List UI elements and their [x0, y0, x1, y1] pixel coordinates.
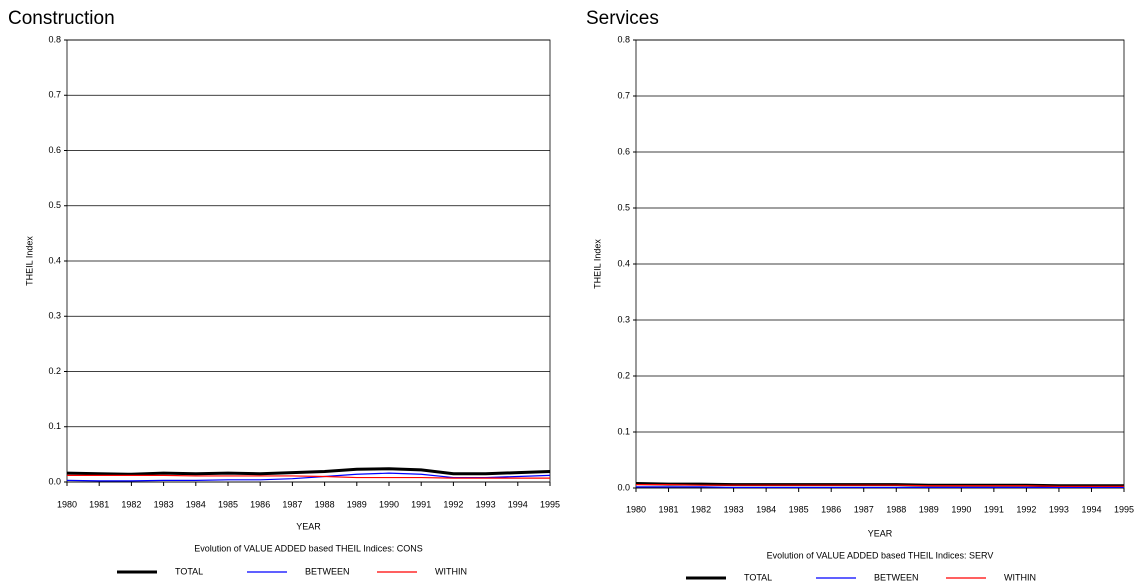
- y-tick-label: 0.1: [617, 426, 630, 436]
- x-tick-label: 1987: [282, 499, 302, 509]
- y-tick-label: 0.0: [48, 476, 61, 486]
- x-tick-label: 1984: [186, 499, 206, 509]
- y-axis-label: THEIL Index: [592, 239, 602, 289]
- y-tick-label: 0.1: [48, 421, 61, 431]
- x-tick-label: 1995: [540, 499, 560, 509]
- y-tick-label: 0.8: [617, 34, 630, 44]
- x-tick-label: 1993: [476, 499, 496, 509]
- x-tick-label: 1995: [1114, 504, 1134, 514]
- y-tick-label: 0.6: [48, 145, 61, 155]
- x-tick-label: 1982: [691, 504, 711, 514]
- x-tick-label: 1992: [1016, 504, 1036, 514]
- y-tick-label: 0.2: [48, 366, 61, 376]
- y-tick-label: 0.7: [48, 90, 61, 100]
- x-tick-label: 1991: [411, 499, 431, 509]
- x-tick-label: 1984: [756, 504, 776, 514]
- y-tick-label: 0.6: [617, 146, 630, 156]
- y-tick-label: 0.8: [48, 34, 61, 44]
- y-tick-label: 0.4: [48, 255, 61, 265]
- y-axis-label: THEIL Index: [24, 236, 34, 286]
- x-tick-label: 1987: [854, 504, 874, 514]
- x-tick-label: 1988: [315, 499, 335, 509]
- series-line: [66, 467, 551, 476]
- chart-title: Construction: [8, 8, 115, 29]
- x-tick-label: 1985: [218, 499, 238, 509]
- legend-label: WITHIN: [1004, 572, 1036, 582]
- x-tick-label: 1981: [89, 499, 109, 509]
- legend-label: BETWEEN: [874, 572, 919, 582]
- series-line: [67, 474, 550, 479]
- x-tick-label: 1980: [626, 504, 646, 514]
- x-tick-label: 1986: [821, 504, 841, 514]
- plot-frame: [66, 39, 551, 483]
- chart-caption: Evolution of VALUE ADDED based THEIL Ind…: [194, 543, 422, 553]
- x-tick-label: 1994: [508, 499, 528, 509]
- x-tick-label: 1990: [379, 499, 399, 509]
- x-tick-label: 1980: [57, 499, 77, 509]
- x-tick-label: 1981: [659, 504, 679, 514]
- y-tick-label: 0.2: [617, 370, 630, 380]
- chart-caption: Evolution of VALUE ADDED based THEIL Ind…: [767, 550, 994, 560]
- x-tick-label: 1990: [951, 504, 971, 514]
- y-tick-label: 0.5: [48, 200, 61, 210]
- y-tick-label: 0.7: [617, 90, 630, 100]
- legend-label: BETWEEN: [305, 566, 350, 576]
- x-tick-label: 1985: [789, 504, 809, 514]
- y-tick-label: 0.5: [617, 202, 630, 212]
- y-tick-label: 0.3: [48, 311, 61, 321]
- x-tick-label: 1989: [919, 504, 939, 514]
- series-line: [636, 486, 1124, 489]
- chart-title: Services: [586, 8, 659, 29]
- x-tick-label: 1986: [250, 499, 270, 509]
- x-tick-label: 1983: [724, 504, 744, 514]
- x-tick-label: 1992: [443, 499, 463, 509]
- legend-label: TOTAL: [744, 572, 772, 582]
- y-tick-label: 0.4: [617, 258, 630, 268]
- x-tick-label: 1983: [154, 499, 174, 509]
- legend-label: WITHIN: [435, 566, 467, 576]
- x-tick-label: 1994: [1081, 504, 1101, 514]
- x-tick-label: 1982: [121, 499, 141, 509]
- y-tick-label: 0.3: [617, 314, 630, 324]
- x-tick-label: 1993: [1049, 504, 1069, 514]
- x-tick-label: 1989: [347, 499, 367, 509]
- x-axis-label: YEAR: [868, 528, 893, 538]
- x-axis-label: YEAR: [296, 521, 321, 531]
- legend-label: TOTAL: [175, 566, 203, 576]
- series-line: [636, 484, 1124, 487]
- x-tick-label: 1988: [886, 504, 906, 514]
- x-tick-label: 1991: [984, 504, 1004, 514]
- y-tick-label: 0.0: [617, 482, 630, 492]
